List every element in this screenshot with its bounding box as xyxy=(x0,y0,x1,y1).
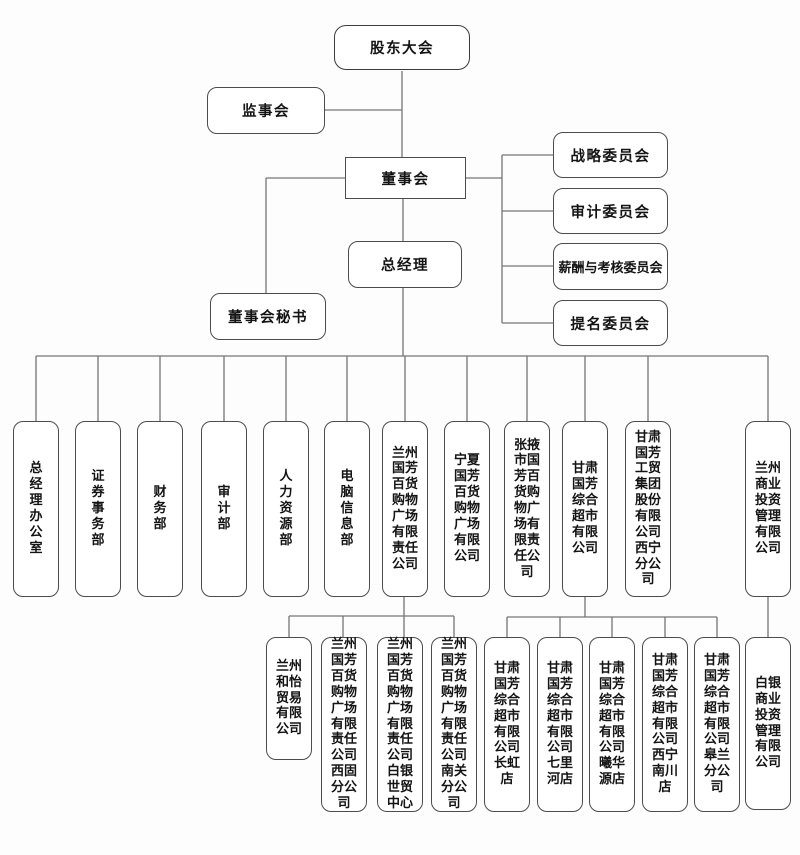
node-label: 兰州国芳百货购物广场有限责任公司西固分公司 xyxy=(330,637,357,811)
node-label: 审计委员会 xyxy=(570,204,651,221)
org-node-general-manager: 总经理 xyxy=(348,241,462,288)
org-node-gansu-guofang-industry-trade-xining-branch: 甘肃国芳工贸集团股份有限公司西宁分公司 xyxy=(625,421,671,597)
node-label: 甘肃国芳综合超市有限公司皋兰分公司 xyxy=(703,653,730,795)
org-node-ningxia-guofang-department-store: 宁夏国芳百货购物广场有限公司 xyxy=(444,421,490,597)
org-node-baiyin-commercial-investment: 白银商业投资管理有限公司 xyxy=(745,637,791,810)
node-label: 兰州国芳百货购物广场有限责任公司白银世贸中心 xyxy=(386,637,413,811)
node-label: 甘肃国芳综合超市有限公司长虹店 xyxy=(493,661,520,788)
connector-path xyxy=(35,71,769,637)
node-label: 宁夏国芳百货购物广场有限公司 xyxy=(453,453,480,564)
org-node-supervisory-board: 监事会 xyxy=(207,87,325,134)
node-label: 总经理 xyxy=(381,258,429,274)
node-label: 甘肃国芳综合超市有限公司七里河店 xyxy=(546,661,573,788)
org-node-finance-dept: 财务部 xyxy=(137,421,183,597)
node-label: 兰州商业投资管理有限公司 xyxy=(754,461,781,556)
org-node-board-secretary: 董事会秘书 xyxy=(210,293,326,340)
org-node-lanzhou-commercial-investment: 兰州商业投资管理有限公司 xyxy=(745,421,791,597)
org-node-remuneration-appraisal-committee: 薪酬与考核委员会 xyxy=(553,243,668,290)
org-node-shareholders-meeting: 股东大会 xyxy=(334,25,470,70)
org-node-zhangye-guofang-department-store: 张掖市国芳百货购物广场有限责任公司 xyxy=(504,421,550,597)
node-label: 提名委员会 xyxy=(570,316,651,333)
org-node-gm-office: 总经理办公室 xyxy=(13,421,59,597)
node-label: 董事会 xyxy=(381,171,430,188)
org-node-changhong-store: 甘肃国芳综合超市有限公司长虹店 xyxy=(484,637,530,812)
node-label: 兰州和怡贸易有限公司 xyxy=(275,658,302,738)
org-node-baiyin-world-trade-center: 兰州国芳百货购物广场有限责任公司白银世贸中心 xyxy=(377,637,423,812)
org-node-nanguan-branch: 兰州国芳百货购物广场有限责任公司南关分公司 xyxy=(431,637,477,812)
org-node-strategy-committee: 战略委员会 xyxy=(553,132,668,178)
node-label: 甘肃国芳综合超市有限公司西宁南川店 xyxy=(651,653,678,795)
node-label: 兰州国芳百货购物广场有限责任公司 xyxy=(391,445,418,572)
org-node-xigu-branch: 兰州国芳百货购物广场有限责任公司西固分公司 xyxy=(321,637,367,812)
org-node-audit-committee: 审计委员会 xyxy=(553,188,668,234)
node-label: 证券事务部 xyxy=(91,469,105,548)
org-node-qilihe-store: 甘肃国芳综合超市有限公司七里河店 xyxy=(537,637,583,812)
org-node-board-of-directors: 董事会 xyxy=(345,157,466,199)
org-node-xihuayuan-store: 甘肃国芳综合超市有限公司曦华源店 xyxy=(589,637,635,812)
org-node-securities-affairs-dept: 证券事务部 xyxy=(75,421,121,597)
node-label: 甘肃国芳综合超市有限公司曦华源店 xyxy=(598,661,625,788)
node-label: 审计部 xyxy=(217,485,231,532)
node-label: 战略委员会 xyxy=(570,148,651,165)
node-label: 财务部 xyxy=(153,485,167,532)
org-node-xining-nanchuan-store: 甘肃国芳综合超市有限公司西宁南川店 xyxy=(642,637,688,812)
node-label: 白银商业投资管理有限公司 xyxy=(754,675,781,771)
node-label: 人力资源部 xyxy=(279,469,293,548)
org-node-audit-dept: 审计部 xyxy=(201,421,247,597)
node-label: 总经理办公室 xyxy=(29,461,43,556)
org-node-nomination-committee: 提名委员会 xyxy=(553,300,668,346)
node-label: 甘肃国芳综合超市有限公司 xyxy=(571,461,598,556)
node-label: 张掖市国芳百货购物广场有限责任公司 xyxy=(513,437,540,580)
org-node-lanzhou-heyi-trading: 兰州和怡贸易有限公司 xyxy=(266,637,312,760)
node-label: 董事会秘书 xyxy=(228,310,308,326)
org-node-lanzhou-guofang-department-store: 兰州国芳百货购物广场有限责任公司 xyxy=(382,421,428,597)
node-label: 监事会 xyxy=(242,104,290,120)
org-node-gansu-guofang-supermarket: 甘肃国芳综合超市有限公司 xyxy=(562,421,608,597)
node-label: 兰州国芳百货购物广场有限责任公司南关分公司 xyxy=(440,637,467,811)
node-label: 电脑信息部 xyxy=(340,469,354,548)
node-label: 股东大会 xyxy=(370,41,434,57)
org-node-it-dept: 电脑信息部 xyxy=(324,421,370,597)
org-node-hr-dept: 人力资源部 xyxy=(263,421,309,597)
org-node-gaolan-branch: 甘肃国芳综合超市有限公司皋兰分公司 xyxy=(694,637,740,812)
node-label: 薪酬与考核委员会 xyxy=(558,261,663,276)
node-label: 甘肃国芳工贸集团股份有限公司西宁分公司 xyxy=(634,429,661,588)
